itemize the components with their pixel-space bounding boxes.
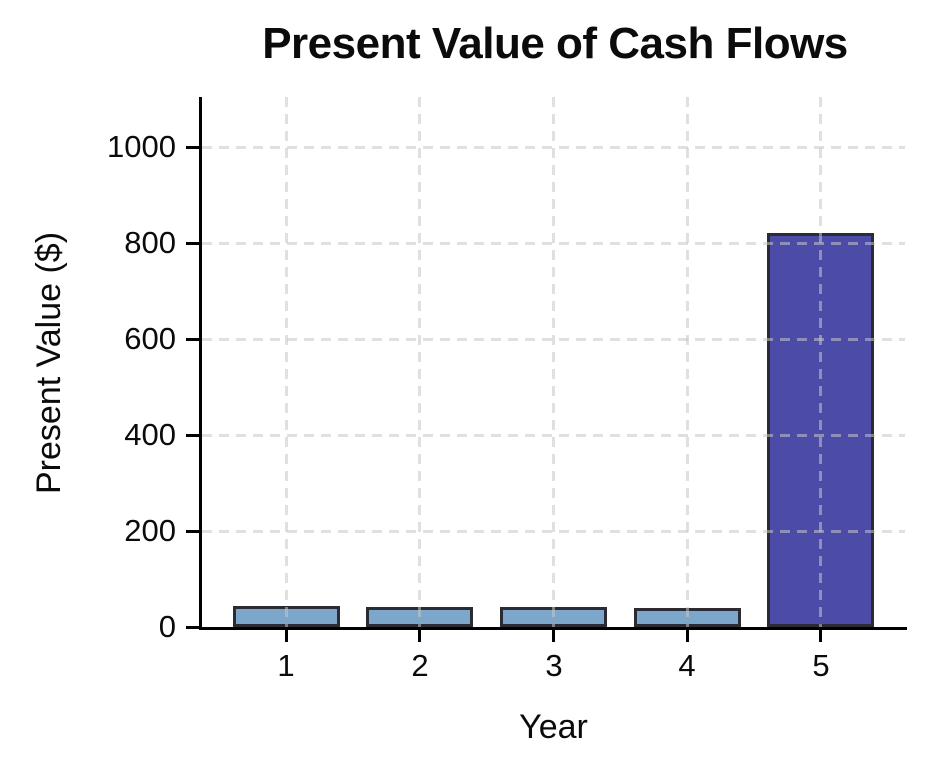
x-tick-label-4: 4: [678, 648, 696, 683]
y-axis-title: Present Value ($): [30, 231, 68, 495]
chart-title: Present Value of Cash Flows: [262, 19, 848, 68]
x-tick-1: [285, 630, 288, 642]
y-tick-0: [186, 626, 199, 629]
x-tick-label-5: 5: [812, 648, 830, 683]
plot-area: [186, 97, 907, 642]
y-tick-label-800: 800: [124, 225, 176, 260]
x-tick-5: [819, 630, 822, 642]
v-gridline-3: [552, 97, 555, 627]
v-gridline-4: [686, 97, 689, 627]
x-tick-label-3: 3: [545, 648, 563, 683]
y-axis-spine: [199, 97, 202, 630]
y-tick-400: [186, 434, 199, 437]
x-axis-spine: [199, 627, 907, 630]
y-tick-1000: [186, 146, 199, 149]
y-tick-label-400: 400: [124, 417, 176, 452]
x-tick-2: [418, 630, 421, 642]
x-tick-label-2: 2: [411, 648, 429, 683]
y-tick-label-200: 200: [124, 513, 176, 548]
x-tick-label-1: 1: [277, 648, 295, 683]
y-tick-label-0: 0: [158, 609, 176, 644]
y-tick-label-600: 600: [124, 321, 176, 356]
x-axis-title: Year: [519, 708, 588, 746]
y-tick-600: [186, 338, 199, 341]
v-gridline-2: [418, 97, 421, 627]
x-tick-3: [552, 630, 555, 642]
x-tick-4: [686, 630, 689, 642]
v-gridline-1: [285, 97, 288, 627]
y-tick-label-1000: 1000: [107, 129, 176, 164]
v-gridline-5: [819, 97, 822, 627]
y-tick-200: [186, 530, 199, 533]
y-tick-800: [186, 242, 199, 245]
